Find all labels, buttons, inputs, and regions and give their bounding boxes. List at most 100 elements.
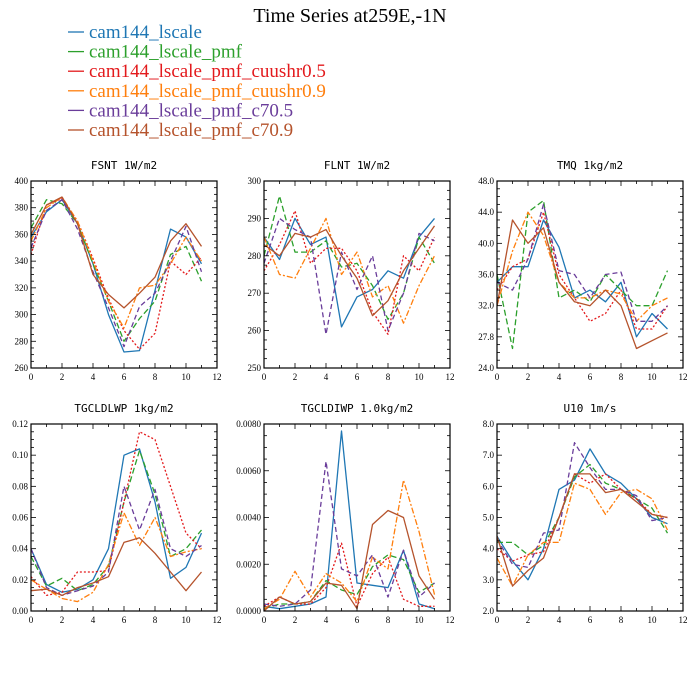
series-line-cam144-lscale-pmf-cuushr0-9 [497,482,669,587]
panel-title: U10 1m/s [564,402,617,415]
legend-label: cam144_lscale_pmf_cuushr0.5 [89,61,326,82]
series-group [31,196,203,353]
series-line-cam144-lscale-pmf-cuushr0-5 [497,473,668,562]
legend-label: cam144_lscale [89,22,202,43]
x-tick-label: 10 [415,615,425,625]
series-line-cam144-lscale-pmf-c70-5 [497,442,668,569]
series-line-cam144-lscale-pmf-c70-9 [31,196,203,309]
y-tick-label: 0.02 [12,575,28,585]
series-line-cam144-lscale-pmf-cuushr0-9 [264,479,436,610]
y-tick-label: 40.0 [478,238,494,248]
panel-title: TGCLDIWP 1.0kg/m2 [301,402,414,415]
chart-panel: TGCLDIWP 1.0kg/m2 0 2 4 6 8 10 12 0.0000 0.0020 0.… [236,402,454,625]
x-tick-label: 12 [679,615,688,625]
x-tick-label: 0 [495,372,500,382]
x-tick-label: 2 [60,615,65,625]
y-tick-label: 0.08 [12,481,28,491]
panel-title: TMQ 1kg/m2 [557,159,623,172]
y-tick-label: 250 [248,363,262,373]
x-tick-label: 6 [122,615,127,625]
panel-title: TGCLDLWP 1kg/m2 [74,402,173,415]
x-tick-label: 6 [588,372,593,382]
y-tick-label: 260 [15,363,29,373]
legend-label: cam144_lscale_pmf_c70.5 [89,100,293,121]
series-line-cam144-lscale [31,448,203,593]
x-tick-label: 12 [679,372,688,382]
x-tick-label: 2 [526,615,531,625]
y-tick-label: 27.8 [478,332,494,342]
x-tick-label: 6 [588,615,593,625]
legend-entry: cam144_lscale_pmf [68,42,243,63]
legend-entry: cam144_lscale_pmf_c70.5 [68,100,293,121]
series-group [264,195,436,335]
x-tick-label: 12 [213,372,222,382]
y-tick-label: 0.0000 [236,606,261,616]
x-tick-label: 2 [526,372,531,382]
series-line-cam144-lscale-pmf-cuushr0-5 [31,197,202,350]
x-tick-label: 0 [262,615,267,625]
plot-frame [263,180,451,369]
y-tick-label: 4.0 [483,544,495,554]
y-tick-label: 0.0040 [236,513,261,523]
x-tick-label: 6 [122,372,127,382]
y-tick-label: 0.0080 [236,419,261,429]
y-tick-label: 400 [15,176,29,186]
series-group [264,430,436,611]
x-tick-label: 0 [262,372,267,382]
x-tick-label: 8 [153,372,158,382]
x-tick-label: 8 [386,615,391,625]
series-line-cam144-lscale [497,219,668,338]
y-tick-label: 6.0 [483,481,495,491]
y-tick-label: 24.0 [478,363,494,373]
x-tick-label: 2 [293,372,298,382]
x-tick-label: 2 [60,372,65,382]
series-line-cam144-lscale-pmf-cuushr0-9 [264,217,436,324]
y-tick-label: 0.06 [12,513,28,523]
plot-frame [496,423,684,612]
y-tick-label: 5.0 [483,513,495,523]
y-tick-label: 44.0 [478,207,494,217]
y-tick-label: 280 [248,251,262,261]
series-line-cam144-lscale-pmf [497,199,669,350]
chart-panel: U10 1m/s 0 2 4 6 8 10 12 2.0 3.0 4.0 5.0 6.0 7.0 8.0 [483,402,688,625]
series-group [497,199,669,350]
x-tick-label: 10 [182,372,192,382]
y-tick-label: 300 [248,176,262,186]
x-tick-label: 8 [153,615,158,625]
x-tick-label: 6 [355,615,360,625]
x-tick-label: 4 [91,372,96,382]
x-tick-label: 10 [648,372,658,382]
series-line-cam144-lscale-pmf-cuushr0-9 [31,196,203,329]
y-tick-label: 0.0020 [236,559,261,569]
x-tick-label: 12 [446,372,455,382]
series-line-cam144-lscale-pmf [31,199,203,342]
series-line-cam144-lscale-pmf-cuushr0-9 [497,211,668,322]
y-tick-label: 8.0 [483,419,495,429]
y-tick-label: 2.0 [483,606,495,616]
x-tick-label: 0 [29,372,34,382]
series-line-cam144-lscale-pmf-cuushr0-9 [31,512,202,603]
x-tick-label: 0 [495,615,500,625]
chart-panel: TMQ 1kg/m2 0 2 4 6 8 10 12 24.0 27.8 32.0 36.0 40.0 4… [478,159,687,382]
series-line-cam144-lscale-pmf-cuushr0-5 [497,211,669,330]
chart-panels: FSNT 1W/m20 2 4 6 8 10 12260280300320340360380… [12,159,687,625]
x-tick-label: 8 [619,372,624,382]
legend-label: cam144_lscale_pmf_cuushr0.9 [89,81,326,102]
chart-panel: FLNT 1W/m2 0 2 4 6 8 10 12 250 260 270 280 290 300 [248,159,455,382]
figure-title: Time Series at259E,-1N [253,5,446,27]
series-line-cam144-lscale-pmf-c70-5 [264,460,435,607]
x-tick-label: 2 [293,615,298,625]
x-tick-label: 8 [619,615,624,625]
y-tick-label: 290 [248,213,262,223]
legend-entry: cam144_lscale_pmf_cuushr0.9 [68,81,326,102]
x-tick-label: 4 [557,372,562,382]
y-tick-label: 340 [15,256,29,266]
series-line-cam144-lscale-pmf [31,449,203,592]
legend: cam144_lscalecam144_lscale_pmfcam144_lsc… [68,22,326,141]
series-line-cam144-lscale-pmf-c70-9 [31,537,203,597]
x-tick-label: 6 [355,372,360,382]
chart-panel: FSNT 1W/m2 0 2 4 6 8 10 12 260 280 300 320 340 360 380… [15,159,222,382]
legend-entry: cam144_lscale_pmf_c70.9 [68,120,293,141]
legend-label: cam144_lscale_pmf [89,42,243,63]
